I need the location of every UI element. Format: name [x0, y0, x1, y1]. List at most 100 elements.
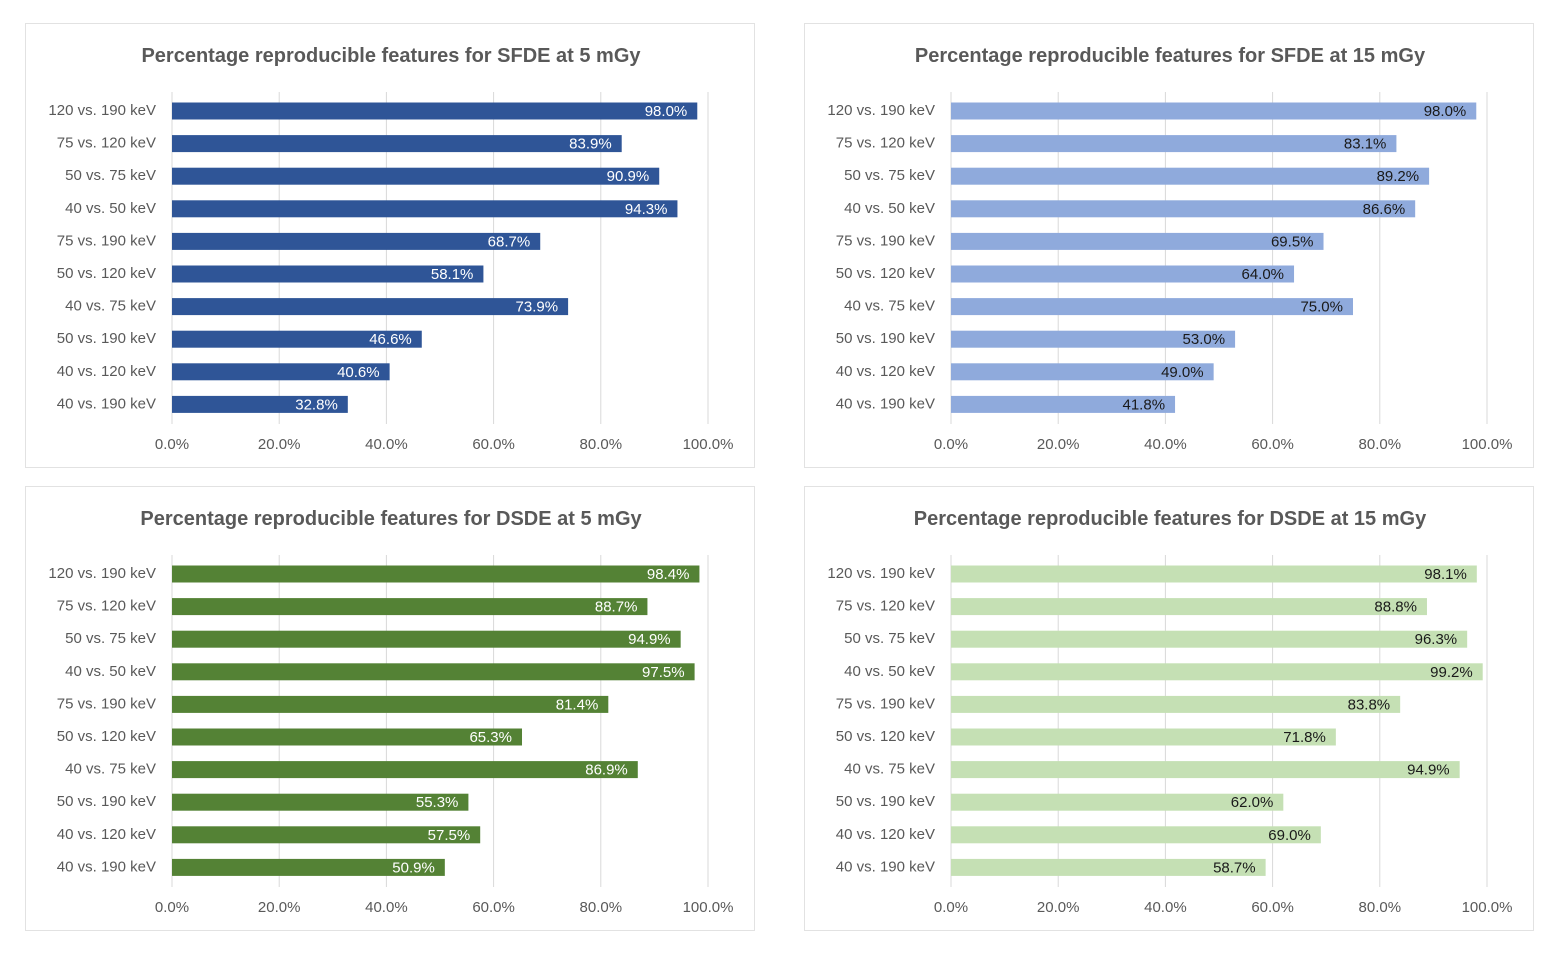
data-label: 97.5%	[642, 664, 685, 681]
chart-title: Percentage reproducible features for SFD…	[141, 45, 641, 67]
bar	[172, 630, 681, 648]
category-label: 75 vs. 190 keV	[57, 232, 156, 249]
bar	[951, 298, 1353, 316]
data-label: 81.4%	[556, 696, 599, 713]
x-tick-label: 80.0%	[1359, 899, 1402, 916]
x-tick-label: 40.0%	[365, 436, 408, 453]
category-label: 75 vs. 190 keV	[836, 232, 935, 249]
bar	[951, 167, 1430, 185]
x-tick-label: 40.0%	[365, 899, 408, 916]
category-label: 40 vs. 190 keV	[57, 395, 156, 412]
data-label: 68.7%	[488, 233, 531, 250]
bar	[172, 167, 660, 185]
bar	[951, 826, 1321, 844]
x-tick-label: 40.0%	[1144, 899, 1187, 916]
category-label: 75 vs. 120 keV	[836, 598, 935, 615]
bar	[172, 330, 422, 348]
data-label: 40.6%	[337, 364, 380, 381]
x-tick-label: 60.0%	[1251, 436, 1294, 453]
category-label: 50 vs. 190 keV	[57, 330, 156, 347]
data-label: 41.8%	[1123, 396, 1166, 413]
bar	[951, 363, 1214, 381]
bar	[172, 826, 481, 844]
x-tick-label: 80.0%	[580, 899, 623, 916]
bar	[951, 102, 1477, 120]
data-label: 32.8%	[295, 396, 338, 413]
bar	[951, 761, 1460, 779]
category-label: 40 vs. 190 keV	[836, 395, 935, 412]
bar	[951, 728, 1336, 746]
bar	[951, 200, 1416, 218]
category-label: 40 vs. 50 keV	[844, 663, 935, 680]
bar	[951, 395, 1176, 413]
x-tick-label: 100.0%	[683, 899, 734, 916]
data-label: 49.0%	[1161, 364, 1204, 381]
x-tick-label: 0.0%	[934, 436, 968, 453]
data-label: 58.1%	[431, 266, 474, 283]
category-label: 120 vs. 190 keV	[48, 102, 156, 119]
bar-chart: Percentage reproducible features for SFD…	[48, 45, 734, 453]
category-label: 120 vs. 190 keV	[48, 565, 156, 582]
data-label: 55.3%	[416, 794, 459, 811]
category-label: 50 vs. 75 keV	[65, 167, 156, 184]
data-label: 83.1%	[1344, 136, 1387, 153]
bar	[172, 200, 678, 218]
x-tick-label: 60.0%	[1251, 899, 1294, 916]
bar	[172, 102, 698, 120]
category-label: 40 vs. 120 keV	[836, 826, 935, 843]
data-label: 90.9%	[607, 168, 650, 185]
bar	[951, 663, 1483, 681]
data-label: 88.8%	[1374, 599, 1417, 616]
category-label: 40 vs. 50 keV	[65, 200, 156, 217]
data-label: 94.9%	[628, 631, 671, 648]
category-label: 40 vs. 75 keV	[65, 761, 156, 778]
bar	[951, 135, 1397, 153]
data-label: 53.0%	[1183, 331, 1226, 348]
chart-panel-sfde-5mgy: Percentage reproducible features for SFD…	[25, 23, 755, 468]
data-label: 58.7%	[1213, 859, 1256, 876]
bar	[172, 363, 390, 381]
x-tick-label: 60.0%	[472, 436, 515, 453]
data-label: 99.2%	[1430, 664, 1473, 681]
data-label: 57.5%	[428, 827, 471, 844]
data-label: 83.9%	[569, 136, 612, 153]
chart-title: Percentage reproducible features for SFD…	[915, 45, 1426, 67]
data-label: 98.1%	[1424, 566, 1467, 583]
bar	[172, 565, 700, 583]
category-label: 75 vs. 120 keV	[836, 135, 935, 152]
data-label: 86.6%	[1363, 201, 1406, 218]
x-tick-label: 100.0%	[683, 436, 734, 453]
bar	[951, 598, 1427, 616]
bar	[172, 728, 523, 746]
bar-chart: Percentage reproducible features for SFD…	[827, 45, 1513, 453]
category-label: 50 vs. 75 keV	[844, 630, 935, 647]
bar	[951, 793, 1284, 811]
category-label: 50 vs. 75 keV	[65, 630, 156, 647]
data-label: 50.9%	[392, 859, 435, 876]
bar	[951, 630, 1468, 648]
category-label: 75 vs. 120 keV	[57, 598, 156, 615]
chart-title: Percentage reproducible features for DSD…	[914, 508, 1427, 530]
chart-panel-sfde-15mgy: Percentage reproducible features for SFD…	[804, 23, 1534, 468]
category-label: 40 vs. 75 keV	[844, 761, 935, 778]
data-label: 71.8%	[1283, 729, 1326, 746]
data-label: 69.0%	[1268, 827, 1311, 844]
bar	[172, 761, 638, 779]
x-tick-label: 20.0%	[258, 436, 301, 453]
category-label: 120 vs. 190 keV	[827, 565, 935, 582]
data-label: 88.7%	[595, 599, 638, 616]
data-label: 98.4%	[647, 566, 690, 583]
category-label: 40 vs. 50 keV	[65, 663, 156, 680]
chart-panel-dsde-15mgy: Percentage reproducible features for DSD…	[804, 486, 1534, 931]
chart-title: Percentage reproducible features for DSD…	[140, 508, 642, 530]
x-tick-label: 40.0%	[1144, 436, 1187, 453]
data-label: 75.0%	[1300, 299, 1343, 316]
data-label: 89.2%	[1377, 168, 1420, 185]
category-label: 40 vs. 120 keV	[57, 363, 156, 380]
bar	[172, 598, 648, 616]
bar-chart: Percentage reproducible features for DSD…	[827, 508, 1512, 916]
x-tick-label: 100.0%	[1462, 436, 1513, 453]
bar	[951, 858, 1266, 876]
category-label: 50 vs. 120 keV	[836, 265, 935, 282]
category-label: 40 vs. 120 keV	[57, 826, 156, 843]
